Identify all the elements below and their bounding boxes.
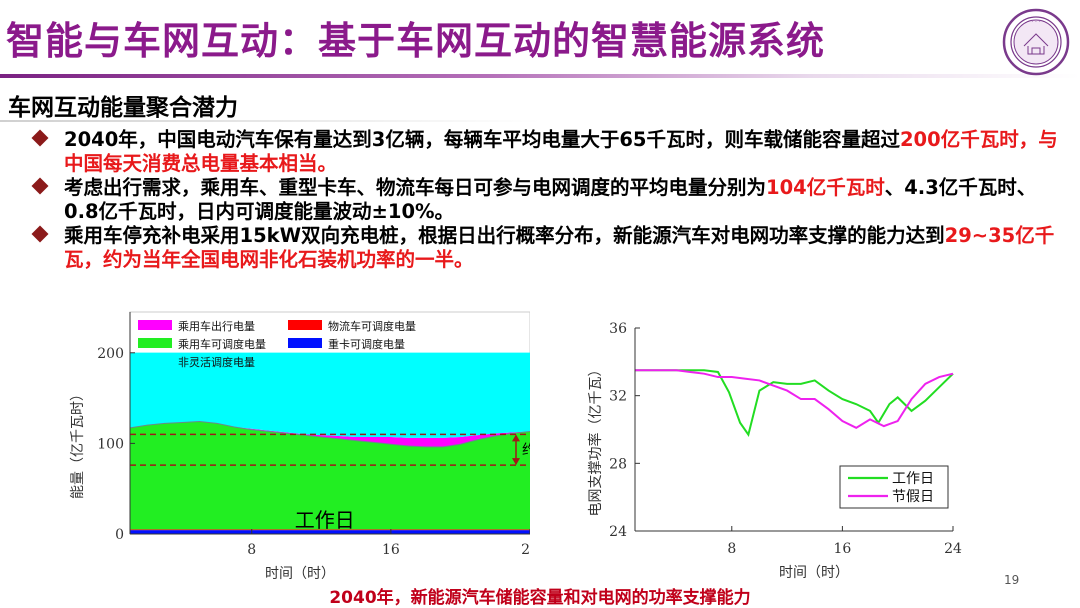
annotation-label: 约10% — [522, 443, 530, 459]
legend-label: 乘用车出行电量 — [178, 319, 255, 333]
x-tick-label: 16 — [382, 542, 400, 558]
page-number: 19 — [1004, 573, 1020, 587]
legend-label: 物流车可调度电量 — [328, 319, 416, 333]
legend-swatch — [138, 320, 172, 330]
legend-swatch — [138, 356, 172, 366]
highlight-text: 104亿千瓦时 — [766, 176, 885, 199]
y-tick-label: 24 — [609, 524, 627, 540]
legend-label: 重卡可调度电量 — [328, 337, 405, 351]
university-seal-logo: · · · · · — [1002, 8, 1070, 76]
legend-label: 节假日 — [892, 489, 934, 505]
legend-swatch — [288, 320, 322, 330]
arrow-head-up — [512, 434, 520, 442]
diamond-bullet-icon — [31, 129, 49, 147]
y-tick-label: 36 — [609, 321, 627, 337]
area-series-2 — [130, 421, 530, 530]
y-tick-label: 100 — [97, 436, 124, 452]
bullet-text: 、4.3亿千瓦时、0.8亿千瓦时，日内可调度能量波动±10%。 — [64, 176, 1037, 223]
x-tick-label: 16 — [833, 541, 851, 557]
diamond-bullet-icon — [31, 177, 49, 195]
x-tick-label: 8 — [727, 541, 736, 557]
title-underline — [0, 74, 1080, 78]
area-series-1 — [130, 529, 530, 531]
legend-swatch — [138, 338, 172, 348]
bullet-text: 乘用车停充补电采用15kW双向充电桩，根据日出行概率分布，新能源汽车对电网功率支… — [64, 224, 945, 247]
bullet-item: 考虑出行需求，乘用车、重型卡车、物流车每日可参与电网调度的平均电量分别为104亿… — [30, 176, 1060, 224]
x-tick-label: 24 — [944, 541, 962, 557]
area-series-0 — [130, 530, 530, 534]
legend-box — [839, 465, 949, 509]
y-tick-label: 200 — [97, 346, 124, 362]
figure-caption: 2040年，新能源汽车储能容量和对电网的功率支撑能力 — [329, 588, 751, 608]
y-axis-label: 电网支撑功率（亿千瓦） — [587, 363, 604, 517]
y-tick-label: 32 — [609, 389, 627, 405]
bullet-text: 2040年，中国电动汽车保有量达到3亿辆，每辆车平均电量大于65千瓦时，则车载储… — [64, 128, 900, 151]
bullet-text: 考虑出行需求，乘用车、重型卡车、物流车每日可参与电网调度的平均电量分别为 — [64, 176, 767, 199]
x-tick-label: 24 — [521, 542, 530, 558]
bullet-item: 乘用车停充补电采用15kW双向充电桩，根据日出行概率分布，新能源汽车对电网功率支… — [30, 224, 1060, 272]
section-heading: 车网互动能量聚合潜力 — [8, 95, 238, 121]
arrow-head-down — [512, 458, 520, 466]
bullet-item: 2040年，中国电动汽车保有量达到3亿辆，每辆车平均电量大于65千瓦时，则车载储… — [30, 128, 1060, 176]
green-band-edge — [129, 421, 530, 448]
y-tick-label: 0 — [115, 527, 124, 543]
y-tick-label: 28 — [609, 456, 627, 472]
y-axis-label: 能量（亿千瓦时） — [70, 387, 86, 499]
highlight-text: 200亿千瓦时，与中国每天消费总电量基本相当。 — [64, 128, 1058, 175]
x-tick-label: 8 — [247, 542, 256, 558]
slide-title: 智能与车网互动：基于车网互动的智慧能源系统 — [6, 19, 826, 63]
legend-swatch — [288, 338, 322, 348]
svg-text:· · · · ·: · · · · · — [1027, 19, 1044, 26]
legend-label: 非灵活调度电量 — [178, 355, 255, 369]
highlight-text: ，约为当年全国电网非化石装机功率的一半。 — [83, 248, 474, 271]
highlight-text: 29~35亿千瓦 — [64, 224, 1055, 271]
bullet-list: 2040年，中国电动汽车保有量达到3亿辆，每辆车平均电量大于65千瓦时，则车载储… — [30, 128, 1060, 272]
line-series-1 — [635, 369, 954, 429]
area-series-4 — [130, 352, 530, 438]
inner-label: 工作日 — [295, 508, 355, 532]
area-series-3 — [130, 421, 530, 447]
line-series-0 — [635, 369, 954, 437]
x-axis-label: 时间（时） — [779, 565, 849, 581]
legend-label: 工作日 — [892, 471, 934, 487]
legend-label: 乘用车可调度电量 — [178, 337, 266, 351]
x-axis-label: 时间（时） — [265, 566, 335, 582]
section-underline — [0, 120, 540, 122]
diamond-bullet-icon — [31, 225, 49, 243]
